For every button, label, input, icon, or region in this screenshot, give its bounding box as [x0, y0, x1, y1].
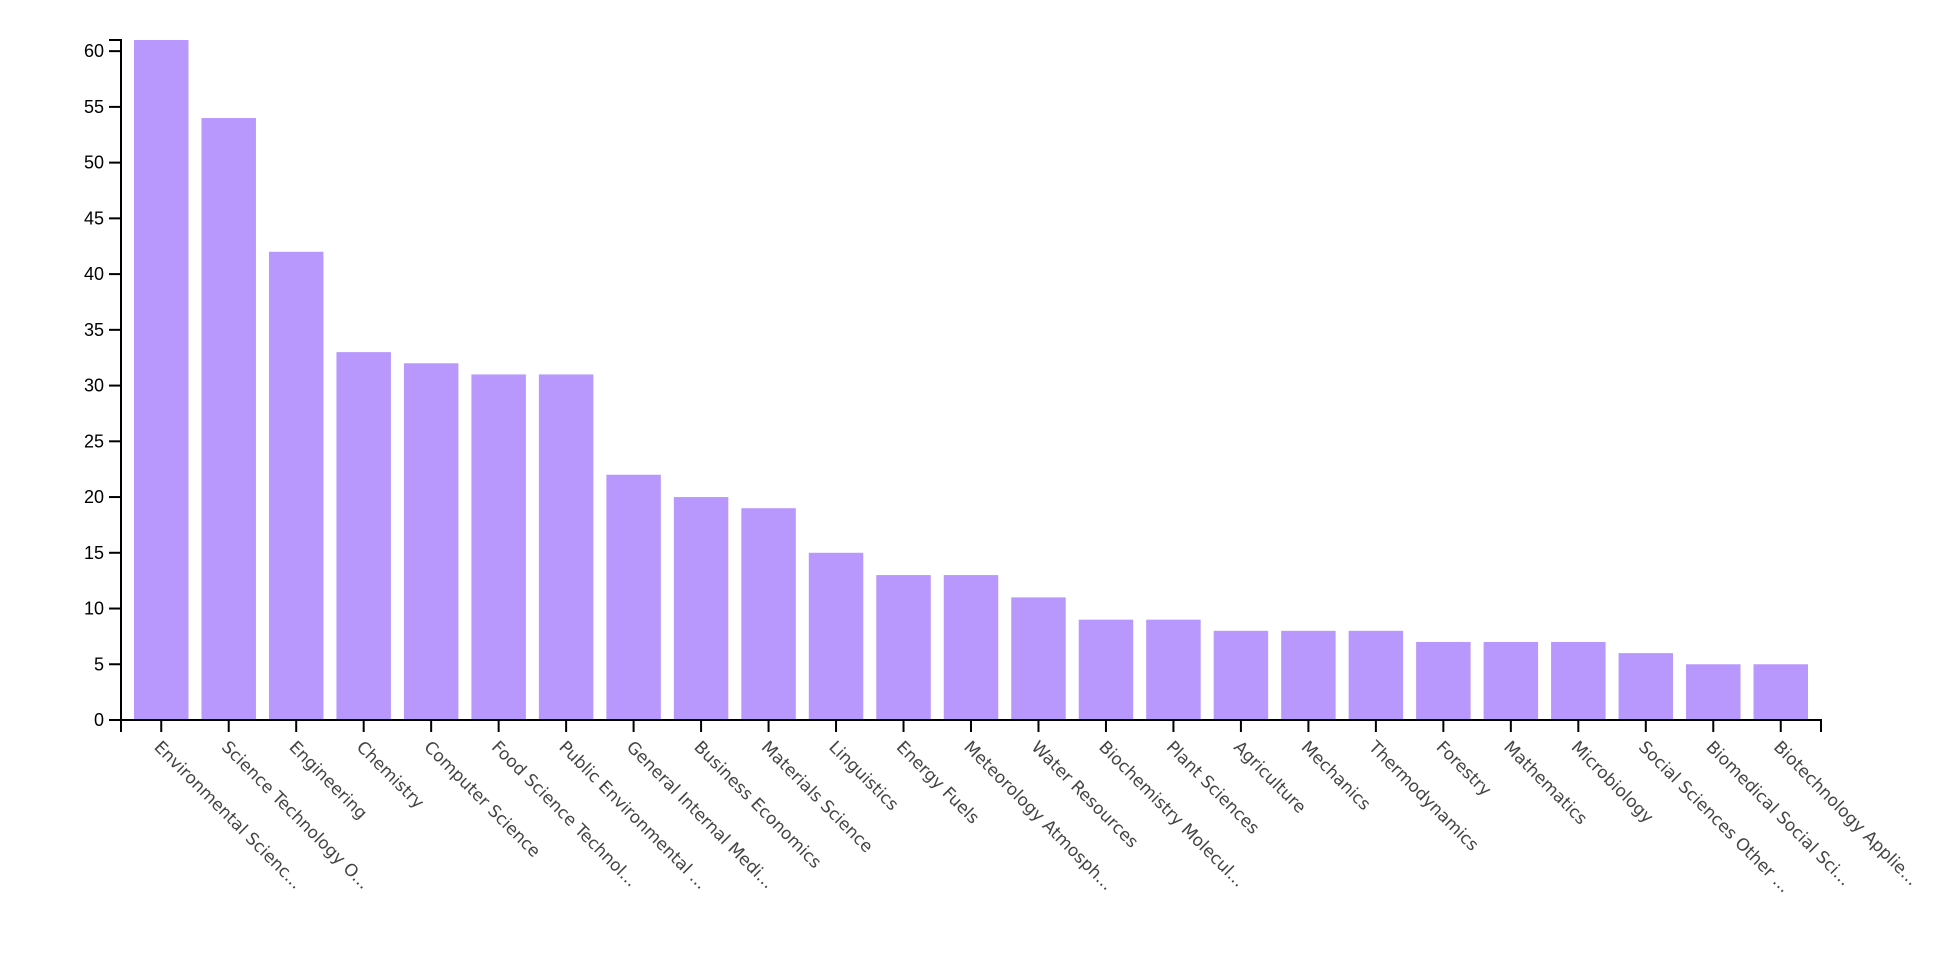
bar-24: [1753, 664, 1808, 720]
bar-16: [1213, 630, 1269, 720]
bar-17: [1281, 630, 1336, 720]
bar-2: [268, 251, 324, 721]
bar-0: [134, 40, 189, 720]
bar-21: [1551, 641, 1606, 720]
bar-7: [606, 474, 661, 720]
bar-14: [1078, 619, 1134, 720]
bar-4: [403, 363, 459, 720]
bar-6: [538, 374, 594, 720]
y-tick-label-5: 25: [84, 431, 104, 451]
y-tick-label-8: 40: [84, 264, 104, 284]
y-tick-label-6: 30: [84, 376, 104, 396]
y-tick-label-12: 60: [84, 41, 104, 61]
bar-3: [336, 352, 391, 720]
bar-10: [808, 552, 864, 720]
x-tick-label-18: Thermodynamics: [1364, 737, 1483, 856]
y-tick-label-0: 0: [94, 710, 104, 730]
x-tick-label-9: Materials Science: [757, 737, 877, 857]
bar-12: [943, 575, 999, 720]
x-tick-label-19: Forestry: [1432, 737, 1495, 800]
y-tick-label-2: 10: [84, 599, 104, 619]
y-tick-label-4: 20: [84, 487, 104, 507]
y-tick-label-3: 15: [84, 543, 104, 563]
bar-13: [1011, 597, 1066, 720]
y-axis-line: [109, 39, 122, 721]
y-tick-label-7: 35: [84, 320, 104, 340]
bar-15: [1146, 619, 1201, 720]
x-tick-label-8: Business Economics: [690, 737, 826, 873]
bar-9: [741, 508, 796, 720]
x-axis: Environmental Scienc...Science Technolog…: [120, 719, 1922, 897]
bars-group: [134, 40, 1808, 721]
bar-19: [1416, 641, 1471, 720]
x-tick-label-4: Computer Science: [420, 737, 544, 861]
bar-11: [876, 575, 931, 720]
bar-22: [1618, 653, 1674, 720]
y-tick-label-11: 55: [84, 97, 104, 117]
y-tick-label-10: 50: [84, 153, 104, 173]
bar-8: [673, 497, 729, 720]
bar-23: [1686, 664, 1741, 720]
bar-20: [1483, 641, 1539, 720]
y-tick-label-1: 5: [94, 654, 104, 674]
y-axis: 0 5 10 15 20 25 30 35 40 45 50 55 60: [84, 39, 122, 730]
bar-1: [201, 118, 256, 720]
bar-5: [471, 374, 526, 720]
bar-18: [1348, 630, 1404, 720]
y-tick-label-9: 45: [84, 208, 104, 228]
